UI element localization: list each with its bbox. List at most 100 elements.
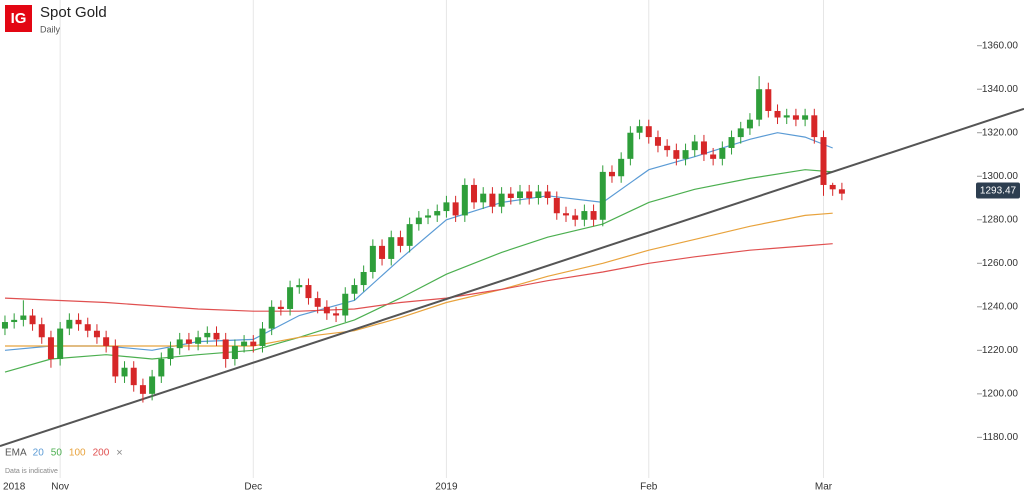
candle-body — [425, 215, 432, 218]
axes-layer: 1180.00 1200.00 1220.00 1240.00 1260.00 1280.… — [3, 40, 1020, 493]
candle-body — [167, 348, 174, 360]
candle-body — [259, 328, 266, 346]
x-tick-label: 2018 — [3, 482, 26, 493]
chart-title: Spot Gold — [40, 4, 107, 21]
candle-body — [618, 158, 625, 177]
candle-body — [397, 237, 404, 246]
candle-body — [746, 119, 753, 129]
ema-line — [4, 243, 833, 312]
candle-body — [700, 141, 707, 155]
candle-body — [783, 115, 790, 118]
candle-body — [121, 367, 128, 377]
x-tick-label: Feb — [640, 482, 658, 493]
candle-body — [241, 341, 248, 346]
candle-body — [158, 359, 165, 377]
candle-body — [765, 89, 772, 111]
candle-body — [627, 132, 634, 159]
candle-body — [443, 202, 450, 212]
legend-close[interactable]: × — [116, 447, 122, 459]
y-tick-label: 1240.00 — [982, 301, 1019, 312]
candle-body — [406, 224, 413, 246]
candle-body — [222, 339, 229, 360]
y-tick-label: 1260.00 — [982, 258, 1019, 269]
lines-layer — [0, 107, 1024, 448]
last-price-label: 1293.47 — [980, 186, 1017, 197]
candle-body — [820, 137, 827, 185]
candle-body — [149, 376, 156, 394]
y-tick-label: 1360.00 — [982, 40, 1019, 51]
candle-body — [517, 191, 524, 199]
candles-layer — [1, 76, 845, 403]
candle-body — [333, 313, 340, 316]
legend-entry[interactable]: 100 — [69, 448, 86, 459]
candle-body — [305, 285, 312, 299]
candle-body — [691, 141, 698, 151]
candle-body — [710, 154, 717, 159]
trendline — [0, 107, 1024, 448]
candle-body — [231, 345, 238, 360]
candle-body — [176, 339, 183, 349]
candle-body — [792, 115, 799, 120]
y-tick-label: 1220.00 — [982, 345, 1019, 356]
candle-body — [599, 171, 606, 220]
x-tick-label: Mar — [815, 482, 833, 493]
candle-body — [645, 126, 652, 138]
candle-body — [415, 217, 422, 225]
candle-body — [544, 191, 551, 199]
legend-entry[interactable]: 50 — [51, 448, 63, 459]
candle-body — [287, 287, 294, 309]
candle-body — [379, 245, 386, 259]
candle-body — [84, 324, 91, 331]
legend: EMA 20 50 100 200 × — [5, 447, 123, 459]
candle-body — [11, 319, 18, 323]
candle-body — [452, 202, 459, 216]
candle-body — [562, 213, 569, 216]
candle-body — [20, 315, 27, 320]
candle-body — [296, 285, 303, 288]
candle-body — [139, 385, 146, 394]
legend-entry[interactable]: 200 — [93, 448, 110, 459]
candle-body — [526, 191, 533, 199]
y-tick-label: 1280.00 — [982, 214, 1019, 225]
x-tick-label: 2019 — [435, 482, 458, 493]
legend-entry[interactable]: 20 — [33, 448, 45, 459]
candle-body — [507, 193, 514, 199]
candle-body — [673, 150, 680, 159]
candle-body — [489, 193, 496, 207]
candle-body — [811, 115, 818, 138]
logo-box — [5, 5, 32, 32]
candle-body — [480, 193, 487, 203]
candle-body — [369, 245, 376, 272]
candle-body — [838, 189, 845, 194]
candle-body — [47, 337, 54, 360]
logo-text: IG — [11, 10, 27, 27]
candle-body — [314, 298, 321, 307]
candle-body — [682, 150, 689, 159]
y-tick-label: 1200.00 — [982, 388, 1019, 399]
candle-body — [323, 306, 330, 314]
candle-body — [581, 211, 588, 220]
candle-body — [737, 128, 744, 138]
candle-body — [388, 237, 395, 259]
last-price-box — [976, 182, 1020, 199]
candle-body — [498, 193, 505, 207]
candle-body — [75, 319, 82, 325]
y-tick-label: 1340.00 — [982, 84, 1019, 95]
candle-body — [756, 89, 763, 120]
x-tick-label: Nov — [51, 482, 69, 493]
candle-body — [802, 115, 809, 120]
candle-body — [434, 211, 441, 216]
candle-body — [636, 126, 643, 133]
candle-body — [268, 306, 275, 329]
candle-body — [185, 339, 192, 344]
candle-body — [351, 285, 358, 294]
candle-body — [1, 322, 8, 329]
candle-body — [608, 171, 615, 177]
candle-body — [360, 271, 367, 286]
candle-body — [93, 330, 100, 338]
candle-body — [719, 147, 726, 159]
candle-body — [342, 293, 349, 316]
candle-body — [553, 198, 560, 214]
